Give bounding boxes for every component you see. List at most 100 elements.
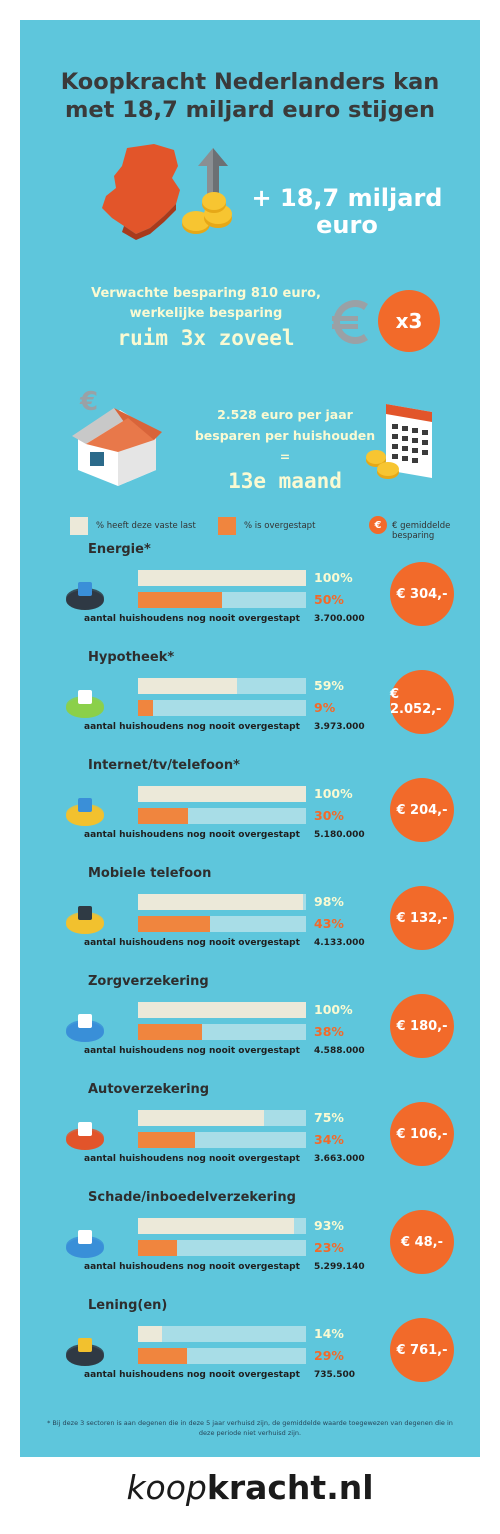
switched-bar (138, 1240, 177, 1256)
switched-bar-track (138, 1024, 306, 1040)
amount-line-1: + 18,7 miljard (251, 184, 443, 212)
brand-logo: koopkracht.nl (0, 1466, 500, 1510)
has-percentage: 98% (314, 894, 344, 909)
has-bar-track (138, 678, 306, 694)
switched-bar (138, 916, 211, 932)
car-icon (66, 1122, 104, 1150)
households-label: aantal huishoudens nog nooit overgestapt (84, 830, 300, 840)
category-block: Schade/inboedelverzekering 93% 23% aanta… (64, 1190, 480, 1292)
category-title: Zorgverzekering (88, 974, 209, 989)
brand-part-1: koop (126, 1468, 207, 1507)
health-icon (66, 1014, 104, 1042)
switched-bar-track (138, 1348, 306, 1364)
category-title: Hypotheek* (88, 650, 175, 665)
category-block: Autoverzekering 75% 34% aantal huishoude… (64, 1082, 480, 1184)
legend-saving-label: € gemiddelde besparing (392, 521, 451, 541)
has-bar-track (138, 894, 306, 910)
households-label: aantal huishoudens nog nooit overgestapt (84, 1370, 300, 1380)
average-saving-badge: € 304,- (390, 562, 454, 626)
has-percentage: 100% (314, 1002, 353, 1017)
switched-bar (138, 1132, 196, 1148)
coins-icon (182, 192, 232, 234)
house-icon (66, 690, 104, 718)
has-bar-track (138, 1218, 306, 1234)
has-percentage: 14% (314, 1326, 344, 1341)
average-saving-badge: € 761,- (390, 1318, 454, 1382)
energy-icon (66, 582, 104, 610)
category-block: Hypotheek* 59% 9% aantal huishoudens nog… (64, 650, 480, 752)
households-label: aantal huishoudens nog nooit overgestapt (84, 614, 300, 624)
switched-bar-track (138, 808, 306, 824)
category-block: Zorgverzekering 100% 38% aantal huishoud… (64, 974, 480, 1076)
households-value: 3.700.000 (314, 614, 365, 624)
switched-bar-track (138, 592, 306, 608)
switched-percentage: 38% (314, 1024, 344, 1039)
households-value: 3.973.000 (314, 722, 365, 732)
category-title: Mobiele telefoon (88, 866, 212, 881)
households-value: 5.299.140 (314, 1262, 365, 1272)
has-bar-track (138, 1326, 306, 1342)
has-percentage: 59% (314, 678, 344, 693)
households-value: 4.588.000 (314, 1046, 365, 1056)
saving-line-2: werkelijke besparing (129, 306, 283, 321)
has-bar-track (138, 1002, 306, 1018)
switched-bar-track (138, 916, 306, 932)
switched-bar (138, 700, 154, 716)
switched-percentage: 30% (314, 808, 344, 823)
households-value: 3.663.000 (314, 1154, 365, 1164)
month-line-3: = (279, 449, 291, 464)
title-line-2: met 18,7 miljard euro stijgen (64, 97, 436, 123)
households-label: aantal huishoudens nog nooit overgestapt (84, 1262, 300, 1272)
month-line-2: besparen per huishouden (194, 428, 376, 443)
has-bar (138, 1110, 264, 1126)
households-value: 4.133.000 (314, 938, 365, 948)
has-bar (138, 1002, 306, 1018)
average-saving-badge: € 180,- (390, 994, 454, 1058)
saving-line-1: Verwachte besparing 810 euro, (91, 286, 321, 301)
average-saving-badge: € 2.052,- (390, 670, 454, 734)
households-label: aantal huishoudens nog nooit overgestapt (84, 722, 300, 732)
switched-bar (138, 1024, 202, 1040)
money-icon (66, 1338, 104, 1366)
thirteenth-month-statement: 2.528 euro per jaar besparen per huishou… (170, 404, 400, 495)
average-saving-badge: € 204,- (390, 778, 454, 842)
month-line-4: 13e maand (228, 469, 342, 493)
has-bar (138, 894, 303, 910)
category-block: Lening(en) 14% 29% aantal huishoudens no… (64, 1298, 480, 1400)
amount-line-2: euro (316, 211, 378, 239)
has-bar (138, 786, 306, 802)
page-title: Koopkracht Nederlanders kan met 18,7 mil… (20, 68, 480, 124)
total-increase-amount: + 18,7 miljard euro (242, 185, 452, 239)
switched-percentage: 43% (314, 916, 344, 931)
infographic-panel: Koopkracht Nederlanders kan met 18,7 mil… (20, 20, 480, 1457)
legend-switched-label: % is overgestapt (244, 521, 316, 531)
svg-text:€: € (79, 387, 98, 417)
category-title: Schade/inboedelverzekering (88, 1190, 296, 1205)
average-saving-badge: € 106,- (390, 1102, 454, 1166)
has-percentage: 100% (314, 570, 353, 585)
switched-percentage: 34% (314, 1132, 344, 1147)
house-euro-icon: € (72, 387, 162, 486)
legend-has-label: % heeft deze vaste last (96, 521, 196, 531)
households-label: aantal huishoudens nog nooit overgestapt (84, 938, 300, 948)
category-title: Autoverzekering (88, 1082, 210, 1097)
has-bar-track (138, 570, 306, 586)
households-value: 735.500 (314, 1370, 355, 1380)
households-label: aantal huishoudens nog nooit overgestapt (84, 1046, 300, 1056)
average-saving-badge: € 132,- (390, 886, 454, 950)
euro-symbol-icon (332, 300, 368, 344)
switched-percentage: 9% (314, 700, 336, 715)
euro-coin-icon: € (369, 516, 387, 534)
has-bar (138, 1326, 162, 1342)
has-bar (138, 570, 306, 586)
households-label: aantal huishoudens nog nooit overgestapt (84, 1154, 300, 1164)
category-block: Energie* 100% 50% aantal huishoudens nog… (64, 542, 480, 644)
switched-percentage: 50% (314, 592, 344, 607)
has-bar-track (138, 786, 306, 802)
has-percentage: 75% (314, 1110, 344, 1125)
has-bar-track (138, 1110, 306, 1126)
x3-badge: x3 (378, 290, 440, 352)
switched-bar-track (138, 1132, 306, 1148)
switched-percentage: 29% (314, 1348, 344, 1363)
switched-percentage: 23% (314, 1240, 344, 1255)
